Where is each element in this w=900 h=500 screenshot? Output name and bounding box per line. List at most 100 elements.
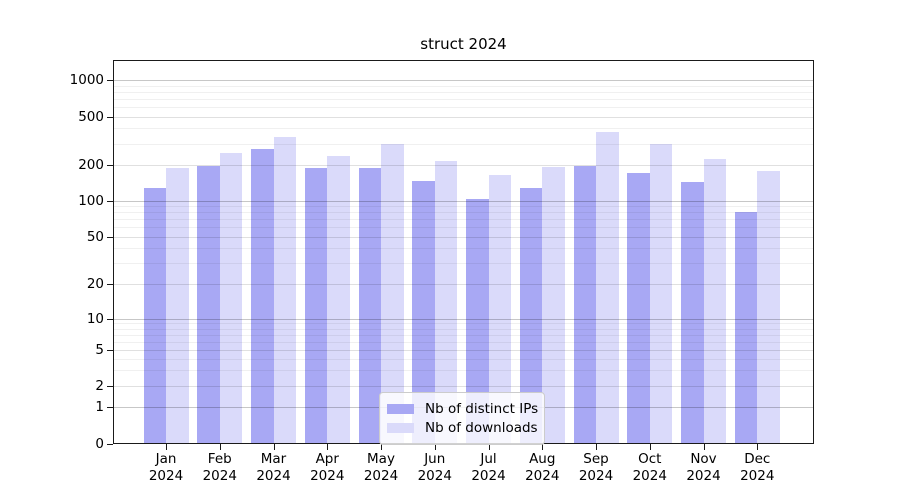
gridline-20 <box>114 284 813 285</box>
x-axis-label-dec: Dec 2024 <box>725 451 789 484</box>
month-name: Oct <box>638 451 662 467</box>
month-name: Jul <box>480 451 497 467</box>
gridline-800 <box>114 91 813 93</box>
legend-entry-downloads: Nb of downloads <box>387 418 538 437</box>
bar-downloads-may <box>381 144 404 444</box>
x-axis-tick-dec <box>757 444 759 450</box>
bar-downloads-oct <box>649 143 673 444</box>
gridline-6 <box>114 341 813 343</box>
bar-distinct-ips-nov <box>681 182 704 444</box>
y-axis-tick-label-20: 20 <box>86 276 104 292</box>
gridline-10 <box>114 318 813 320</box>
gridline-50 <box>114 236 813 238</box>
y-axis-tick-0 <box>107 444 113 445</box>
bar-downloads-nov <box>703 159 726 444</box>
y-axis-tick-1000 <box>107 80 113 81</box>
legend-label-distinct-ips: Nb of distinct IPs <box>425 400 539 417</box>
bar-downloads-jun <box>434 160 458 444</box>
x-axis-tick-jul <box>488 444 490 450</box>
gridline-5 <box>114 350 813 351</box>
x-axis-tick-nov <box>703 444 705 450</box>
bar-downloads-jan <box>166 167 189 444</box>
month-year: 2024 <box>417 467 452 484</box>
bar-downloads-apr <box>327 155 350 444</box>
y-axis-tick-20 <box>107 284 113 285</box>
x-axis-label-jul: Jul 2024 <box>457 451 521 484</box>
y-axis-tick-label-5: 5 <box>95 342 104 358</box>
bar-downloads-dec <box>757 171 780 444</box>
bar-distinct-ips-jan <box>143 188 166 444</box>
month-year: 2024 <box>202 467 237 484</box>
y-axis-tick-label-500: 500 <box>78 108 104 125</box>
month-name: Jan <box>155 451 177 467</box>
bar-distinct-ips-may <box>358 167 381 444</box>
legend-swatch-downloads <box>387 422 414 433</box>
gridline-100 <box>114 200 813 202</box>
y-axis-tick-label-50: 50 <box>86 228 104 245</box>
bar-distinct-ips-mar <box>251 148 274 444</box>
month-name: Sep <box>583 451 609 467</box>
month-year: 2024 <box>256 467 291 484</box>
month-name: Feb <box>207 451 232 467</box>
x-axis-label-jun: Jun 2024 <box>403 451 467 484</box>
legend-label-downloads: Nb of downloads <box>425 419 538 436</box>
x-axis-tick-may <box>381 444 382 450</box>
x-axis-tick-jun <box>434 444 436 450</box>
bar-downloads-feb <box>219 152 243 444</box>
y-axis-tick-200 <box>107 165 113 166</box>
x-axis-tick-oct <box>649 444 651 450</box>
x-axis-tick-mar <box>273 444 275 450</box>
gridline-700 <box>114 98 813 100</box>
month-year: 2024 <box>148 467 184 484</box>
gridline-70 <box>114 219 813 221</box>
month-year: 2024 <box>740 467 775 484</box>
gridline-30 <box>114 263 813 265</box>
bar-downloads-mar <box>273 136 296 444</box>
x-axis-tick-aug <box>542 444 544 450</box>
x-axis-label-aug: Aug 2024 <box>510 451 574 484</box>
gridline-60 <box>114 227 813 229</box>
month-name: Jun <box>424 451 446 467</box>
y-axis-tick-label-1: 1 <box>95 399 104 415</box>
y-axis-tick-label-0: 0 <box>95 436 104 452</box>
month-year: 2024 <box>578 467 614 484</box>
month-year: 2024 <box>310 467 345 484</box>
y-axis-tick-50 <box>107 236 113 238</box>
y-axis-tick-label-1000: 1000 <box>69 72 104 88</box>
month-name: Mar <box>260 451 287 467</box>
x-axis-label-nov: Nov 2024 <box>672 451 736 484</box>
gridline-8 <box>114 328 813 330</box>
bar-distinct-ips-sep <box>573 165 596 444</box>
gridline-400 <box>114 128 813 130</box>
x-axis-tick-apr <box>327 444 329 450</box>
month-year: 2024 <box>471 467 506 484</box>
y-axis-tick-2 <box>107 386 113 387</box>
gridline-200 <box>114 165 813 166</box>
x-axis-label-jan: Jan 2024 <box>134 451 198 484</box>
bar-downloads-jul <box>488 174 511 444</box>
x-axis-label-may: May 2024 <box>349 451 413 484</box>
gridline-300 <box>114 143 813 145</box>
gridline-90 <box>114 206 813 208</box>
legend-entry-distinct-ips: Nb of distinct IPs <box>387 399 539 418</box>
gridline-600 <box>114 106 813 108</box>
x-axis-tick-feb <box>219 444 221 450</box>
month-name: Apr <box>315 451 339 467</box>
y-axis-tick-label-2: 2 <box>95 378 104 394</box>
y-axis-tick-label-100: 100 <box>78 192 104 209</box>
x-axis-label-sep: Sep 2024 <box>564 451 628 484</box>
x-axis-label-mar: Mar 2024 <box>242 451 306 484</box>
chart-title: struct 2024 <box>420 35 507 53</box>
bar-downloads-aug <box>542 167 565 444</box>
bar-distinct-ips-dec <box>734 211 758 444</box>
month-year: 2024 <box>525 467 560 484</box>
bar-distinct-ips-feb <box>197 165 220 444</box>
gridline-500 <box>114 116 813 118</box>
x-axis-label-apr: Apr 2024 <box>295 451 359 484</box>
bar-downloads-sep <box>596 132 619 444</box>
bar-distinct-ips-aug <box>519 187 543 444</box>
bar-distinct-ips-jul <box>466 198 489 444</box>
x-axis-tick-sep <box>596 444 597 450</box>
month-name: Nov <box>690 451 717 467</box>
gridline-2 <box>114 386 813 387</box>
